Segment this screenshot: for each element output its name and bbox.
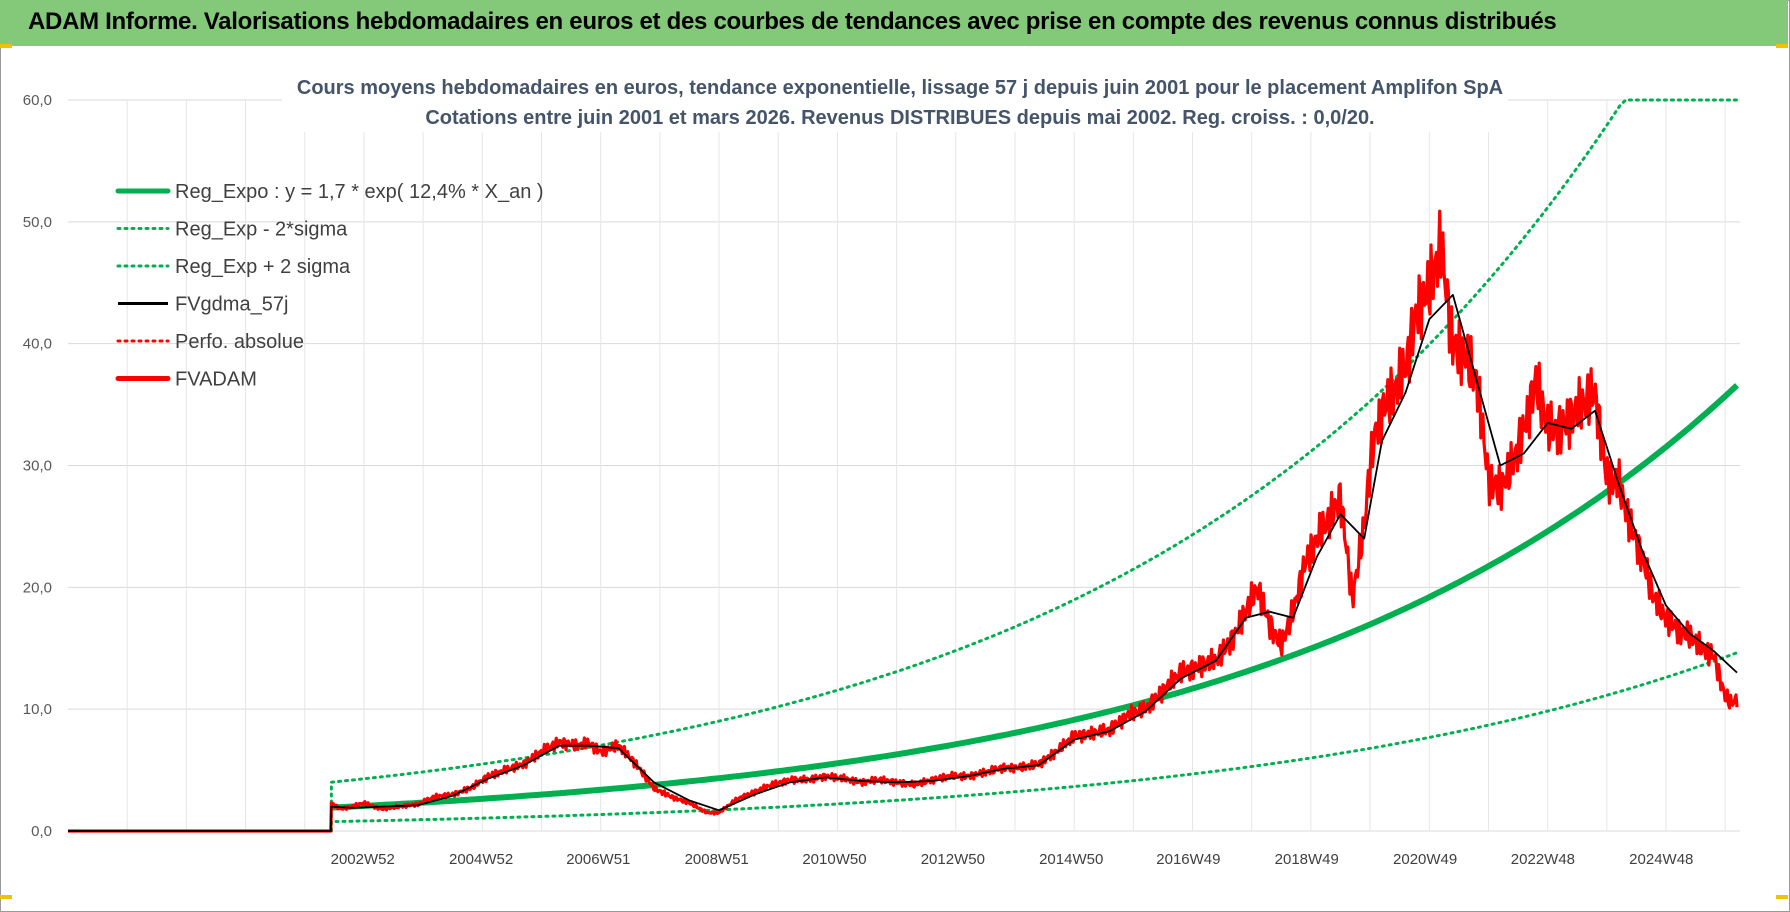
y-tick-label: 30,0 bbox=[23, 458, 52, 475]
x-axis-ticks: 2002W52 2004W52 2006W51 2008W51 2010W50 2012W… bbox=[331, 851, 1694, 868]
chart-title: Cours moyens hebdomadaires en euros, ten… bbox=[297, 77, 1503, 99]
y-axis-ticks: 0,0 10,0 20,0 30,0 40,0 50,0 60,0 bbox=[23, 92, 52, 840]
x-tick-label: 2024W48 bbox=[1629, 851, 1693, 868]
x-tick-label: 2020W49 bbox=[1393, 851, 1457, 868]
x-tick-label: 2010W50 bbox=[802, 851, 866, 868]
chart-legend: Reg_Expo : y = 1,7 * exp( 12,4% * X_an )… bbox=[115, 181, 544, 391]
legend-label: Reg_Exp + 2 sigma bbox=[175, 256, 351, 278]
legend-label: Reg_Expo : y = 1,7 * exp( 12,4% * X_an ) bbox=[175, 181, 544, 203]
legend-label: FVADAM bbox=[175, 369, 257, 391]
legend-label: Perfo. absolue bbox=[175, 331, 304, 353]
x-tick-label: 2004W52 bbox=[449, 851, 513, 868]
x-tick-label: 2018W49 bbox=[1275, 851, 1339, 868]
chart-titles: Cours moyens hebdomadaires en euros, ten… bbox=[282, 68, 1508, 132]
y-tick-label: 40,0 bbox=[23, 336, 52, 353]
y-tick-label: 20,0 bbox=[23, 579, 52, 596]
series-fvgdma-57j bbox=[68, 294, 1738, 832]
report-title: ADAM Informe. Valorisations hebdomadaire… bbox=[28, 8, 1557, 35]
corner-marker-top-right bbox=[1776, 44, 1788, 48]
corner-marker-top-left bbox=[0, 44, 12, 48]
legend-label: FVgdma_57j bbox=[175, 294, 288, 316]
series-fvadam bbox=[68, 209, 1739, 833]
corner-marker-bottom-left bbox=[0, 895, 12, 899]
title-background bbox=[282, 68, 1508, 132]
y-tick-label: 60,0 bbox=[23, 92, 52, 109]
x-tick-label: 2006W51 bbox=[566, 851, 630, 868]
y-tick-label: 10,0 bbox=[23, 701, 52, 718]
x-tick-label: 2002W52 bbox=[331, 851, 395, 868]
x-tick-label: 2008W51 bbox=[685, 851, 749, 868]
corner-marker-bottom-right bbox=[1776, 895, 1788, 899]
x-tick-label: 2022W48 bbox=[1511, 851, 1575, 868]
series-reg-exp-plus-2sigma bbox=[329, 98, 1739, 833]
report-banner: ADAM Informe. Valorisations hebdomadaire… bbox=[0, 0, 1788, 46]
x-tick-label: 2016W49 bbox=[1156, 851, 1220, 868]
chart-grid bbox=[68, 99, 1740, 832]
chart-series bbox=[68, 98, 1740, 833]
x-tick-label: 2014W50 bbox=[1039, 851, 1103, 868]
legend-label: Reg_Exp - 2*sigma bbox=[175, 219, 348, 241]
series-reg-exp-minus-2sigma bbox=[329, 651, 1739, 833]
series-reg-expo bbox=[331, 383, 1740, 811]
chart-subtitle: Cotations entre juin 2001 et mars 2026. … bbox=[425, 107, 1374, 129]
y-tick-label: 0,0 bbox=[31, 823, 52, 840]
x-tick-label: 2012W50 bbox=[921, 851, 985, 868]
y-tick-label: 50,0 bbox=[23, 214, 52, 231]
